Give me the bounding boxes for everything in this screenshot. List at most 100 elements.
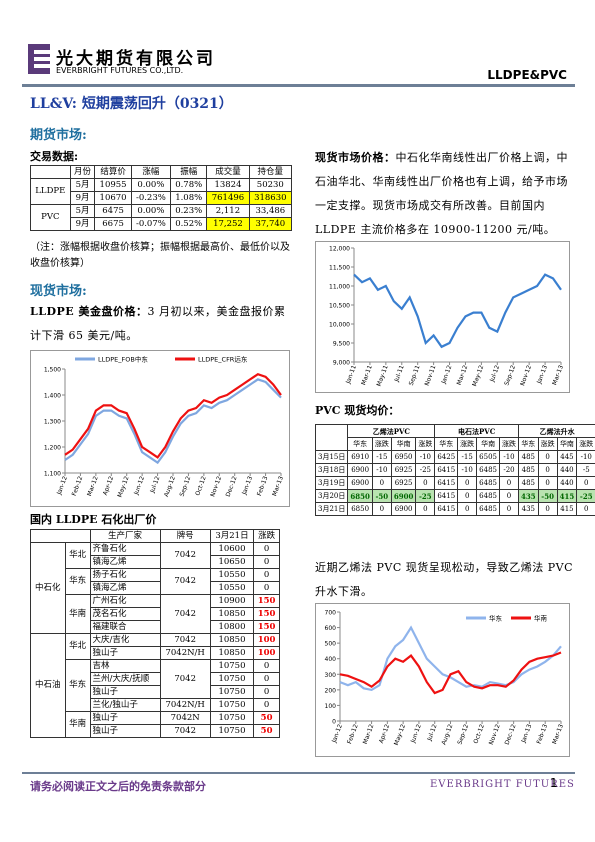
cell: 6900 <box>390 489 417 503</box>
header-rule <box>22 84 575 87</box>
row: 兰州/大庆/抚顺 10750 0 <box>31 672 280 686</box>
y-tick-label: 0 <box>332 719 336 726</box>
cell: 6415 <box>434 489 459 503</box>
row: 福建联合 10800 150 <box>31 620 280 634</box>
row: 华南 广州石化 7042 10900 150 <box>31 594 280 634</box>
y-tick-label: 600 <box>325 625 337 632</box>
row: 华南 独山子 7042N 10750 50 <box>31 711 280 738</box>
cell <box>30 529 91 543</box>
cell: 6900 <box>347 476 373 490</box>
x-tick-label: Sep-12 <box>503 364 517 386</box>
x-tick-label: May-12 <box>471 364 485 387</box>
product: LLDPE&PVC <box>487 68 567 82</box>
header-cell: 华东 <box>347 437 373 451</box>
cell: 485 <box>518 450 539 464</box>
y-tick-label: 1,100 <box>44 471 61 478</box>
row: 3月19日 6900 0 6925 0 6415 0 6485 0 485 0 440 0 <box>314 476 595 490</box>
legend-label: 华南 <box>534 614 548 623</box>
y-tick-label: 1,200 <box>44 445 61 452</box>
plant-cell: 独山子 <box>89 685 161 699</box>
x-tick-label: Oct-12 <box>472 723 486 745</box>
header-cell: 月份 <box>69 165 96 179</box>
header-cell: 成交量 <box>206 165 250 179</box>
header-cell: 持仓量 <box>248 165 293 179</box>
header-cell: 华东 <box>518 437 539 451</box>
grade-cell: 7042 <box>159 659 211 699</box>
plant-cell: 茂名石化 <box>89 607 161 621</box>
grade-cell: 7042N <box>159 711 211 725</box>
region-cell: 华南 <box>64 594 91 634</box>
header-cell: 涨跌 <box>576 437 595 451</box>
header-row: 华东 涨跌 华南 涨跌 华东 涨跌 华南 涨跌 华东 涨跌 华南 涨跌 <box>316 437 595 451</box>
plant-cell: 镇海乙烯 <box>89 555 161 569</box>
group-header: 乙烯法PVC <box>347 424 436 438</box>
row: 9月 10670 -0.23% 1.08% 761496 318630 <box>31 191 293 205</box>
price-cell: 10850 <box>209 646 255 660</box>
cell: 37,740 <box>248 217 293 231</box>
cell: 3月21日 <box>314 502 349 516</box>
company-en: EVERBRIGHT FUTURES CO.,LTD. <box>56 66 184 75</box>
plant-cell: 独山子 <box>89 646 161 660</box>
y-tick-label: 200 <box>325 687 337 694</box>
cell: -25 <box>415 463 436 477</box>
cell: 0 <box>415 476 436 490</box>
grade-cell: 7042 <box>159 542 211 569</box>
label: LLDPE 美金盘价格： <box>30 305 148 318</box>
cell: 0.00% <box>130 204 172 218</box>
price-cell: 10800 <box>209 620 255 634</box>
x-tick-label: Jun-12 <box>133 475 147 497</box>
plant-cell: 扬子石化 <box>89 568 161 582</box>
row: 中石油 华北 大庆/吉化 7042 10850 100 <box>30 633 280 738</box>
cell: 0.78% <box>170 178 208 192</box>
y-tick-label: 11,000 <box>329 284 350 291</box>
x-tick-label: Sep-12 <box>179 475 193 497</box>
cell: 2,112 <box>206 204 250 218</box>
cell: -25 <box>415 489 436 503</box>
pvc-table: 乙烯法PVC 电石法PVC 乙烯法升水 华东 涨跌 华南 涨跌 华东 涨跌 华南 涨跌 华东 涨跌 华南涨… <box>314 424 595 516</box>
cell: 3月19日 <box>314 476 349 490</box>
cell: -10 <box>415 450 436 464</box>
price-cell: 10600 <box>209 542 255 556</box>
change-cell: 0 <box>253 698 280 712</box>
header-cell: 生产厂家 <box>89 529 161 543</box>
cell: -5 <box>576 463 595 477</box>
cell: -15 <box>457 450 478 464</box>
row: LLDPE 5月 10955 0.00% 0.78% 13824 50230 <box>30 178 293 205</box>
header-cell: 3月21日 <box>209 529 255 543</box>
x-tick-label: Mar-13 <box>551 364 565 386</box>
cell: 0 <box>576 476 595 490</box>
cell: 6415 <box>434 502 459 516</box>
row: 3月15日 6910 -15 6950 -10 6425 -15 6505 -10 485 0 445… <box>314 450 595 464</box>
header-cell: 振幅 <box>170 165 208 179</box>
cell: -10 <box>457 463 478 477</box>
region-cell: 华东 <box>64 659 91 712</box>
cell: 0 <box>371 502 392 516</box>
x-tick-label: May-12 <box>393 723 407 746</box>
legend-label: LLDPE_CFR远东 <box>198 355 248 364</box>
row: 3月21日 6850 0 6900 0 6415 0 6485 0 435 0 415 0 <box>314 502 595 516</box>
cell: 435 <box>518 489 539 503</box>
change-cell: 0 <box>253 542 280 556</box>
cell: 415 <box>556 502 578 516</box>
change-cell: 150 <box>253 594 280 608</box>
cell: 6485 <box>476 489 500 503</box>
x-tick-label: Jan-11 <box>344 364 357 385</box>
row: 独山子 7042 10750 50 <box>31 724 280 738</box>
pvc-chart: 0 100 200 300 400 500 600 700 Jan-12 Feb-12 Mar-12… <box>315 603 570 757</box>
cell: 1.08% <box>170 191 208 205</box>
cell: 5月 <box>69 178 96 192</box>
x-tick-label: Jan-12 <box>440 364 453 385</box>
legend-label: 华东 <box>489 614 503 623</box>
region-cell: 华北 <box>64 542 91 569</box>
cell: 6485 <box>476 502 500 516</box>
header-cell: 涨跌 <box>371 437 392 451</box>
group-header: 电石法PVC <box>434 424 519 438</box>
cell: -0.07% <box>130 217 172 231</box>
x-tick-label: Mar-13 <box>551 723 565 745</box>
cell: 318630 <box>248 191 293 205</box>
x-tick-label: Nov-12 <box>488 723 502 746</box>
row: PVC 5月 6475 0.00% 0.23% 2,112 33,486 <box>30 204 293 231</box>
cell: -0.23% <box>130 191 172 205</box>
